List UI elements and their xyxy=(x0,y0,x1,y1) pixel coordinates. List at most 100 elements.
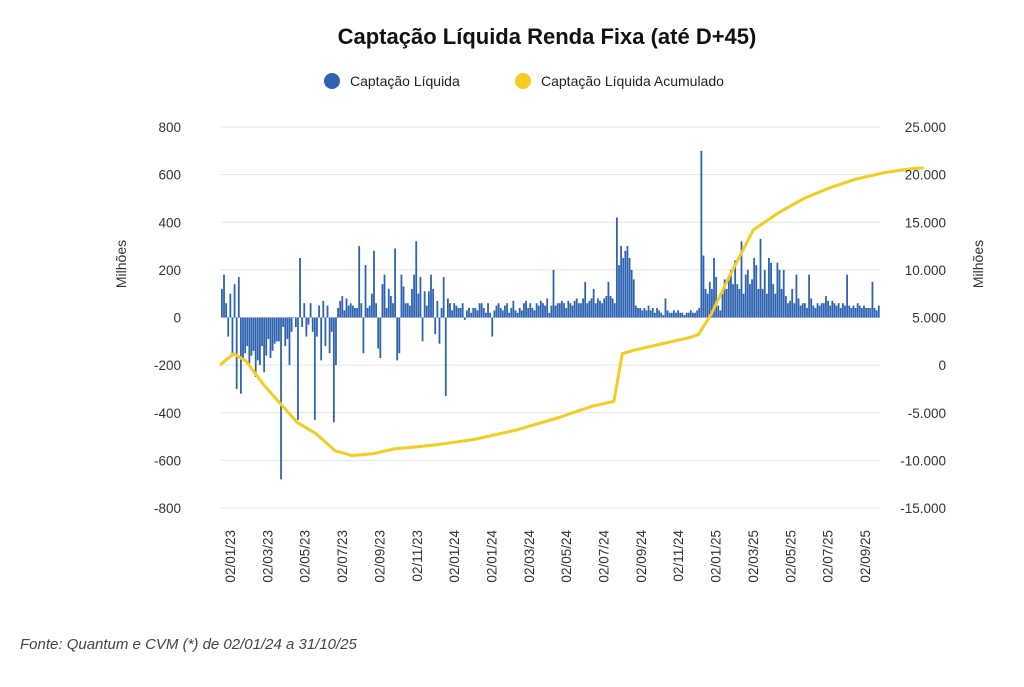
bar xyxy=(869,307,872,318)
bar xyxy=(810,298,813,318)
bar xyxy=(687,312,690,318)
legend: Captação Líquida Captação Líquida Acumul… xyxy=(324,73,724,89)
bar xyxy=(227,317,230,337)
bar xyxy=(432,288,435,318)
bar xyxy=(254,317,257,378)
bar xyxy=(765,293,768,318)
bar xyxy=(740,241,743,318)
bar xyxy=(461,303,464,318)
bar xyxy=(423,291,426,318)
cumulative-line xyxy=(219,166,924,458)
bar xyxy=(474,307,477,318)
bar xyxy=(837,303,840,318)
bar xyxy=(261,317,263,347)
bar xyxy=(732,284,734,318)
bar xyxy=(694,312,696,318)
bar xyxy=(588,300,591,318)
bar xyxy=(434,317,437,335)
bar xyxy=(531,307,534,318)
bar xyxy=(305,317,308,337)
bar xyxy=(256,317,259,361)
bar xyxy=(495,305,498,318)
bar xyxy=(799,305,802,318)
bar-series xyxy=(221,150,880,480)
bar xyxy=(818,305,821,318)
source-note: Fonte: Quantum e CVM (*) de 02/01/24 a 3… xyxy=(20,636,357,653)
bar xyxy=(814,307,817,318)
bar xyxy=(685,312,688,318)
bar xyxy=(801,303,804,318)
bar xyxy=(415,241,418,318)
bar xyxy=(419,277,422,318)
bar xyxy=(820,303,823,318)
bar xyxy=(624,250,627,318)
bar xyxy=(742,293,745,318)
bar xyxy=(599,300,601,318)
bar xyxy=(615,217,618,318)
bar xyxy=(516,312,519,318)
bar xyxy=(696,310,699,318)
bar xyxy=(776,262,779,318)
bar xyxy=(297,317,299,420)
bar xyxy=(628,257,631,318)
bar xyxy=(316,317,318,337)
bar xyxy=(565,307,568,318)
bar xyxy=(563,303,565,318)
y-left-tick-label: -800 xyxy=(154,501,181,516)
bar xyxy=(751,279,753,318)
bar xyxy=(835,305,838,318)
bar xyxy=(225,303,228,318)
y-right-tick-label: 25.000 xyxy=(905,120,946,135)
bar xyxy=(286,317,289,339)
bar xyxy=(487,303,489,318)
bar xyxy=(825,296,827,318)
bar xyxy=(603,298,606,318)
legend-marker-bars xyxy=(324,73,340,89)
bar xyxy=(408,305,411,318)
bar xyxy=(848,305,851,318)
bar xyxy=(626,246,629,318)
bar xyxy=(727,279,730,318)
x-tick-label: 02/09/24 xyxy=(634,530,649,583)
bar xyxy=(221,288,223,318)
bar xyxy=(744,274,747,318)
bar xyxy=(586,303,589,318)
bar xyxy=(373,250,375,318)
bar xyxy=(649,310,652,318)
bar xyxy=(582,298,584,318)
bar xyxy=(381,284,384,318)
bar xyxy=(294,317,297,328)
y-right-tick-label: 10.000 xyxy=(905,263,946,278)
bar xyxy=(787,303,789,318)
bar xyxy=(466,310,468,318)
bar xyxy=(596,298,599,318)
bar xyxy=(370,293,373,318)
bar xyxy=(290,317,293,332)
bar xyxy=(377,317,380,349)
bar xyxy=(396,317,399,361)
bar xyxy=(831,300,834,318)
bar xyxy=(863,305,865,318)
bar xyxy=(280,317,282,480)
bar xyxy=(772,284,775,318)
x-tick-label: 02/07/25 xyxy=(821,530,836,583)
bar xyxy=(877,305,880,318)
bar xyxy=(250,317,253,356)
bar xyxy=(839,307,842,318)
bar xyxy=(322,300,325,318)
bar xyxy=(592,288,595,318)
bar xyxy=(677,310,680,318)
bar xyxy=(309,303,312,318)
bar xyxy=(301,317,304,328)
bar xyxy=(780,288,783,318)
bar xyxy=(867,307,870,318)
bar xyxy=(717,305,720,318)
y-left-tick-label: 0 xyxy=(173,311,181,326)
bar xyxy=(480,303,483,318)
bar xyxy=(335,317,337,366)
bar xyxy=(400,274,403,318)
bar xyxy=(711,288,713,318)
bar xyxy=(647,305,650,318)
bar xyxy=(806,307,808,318)
bar xyxy=(436,300,439,318)
